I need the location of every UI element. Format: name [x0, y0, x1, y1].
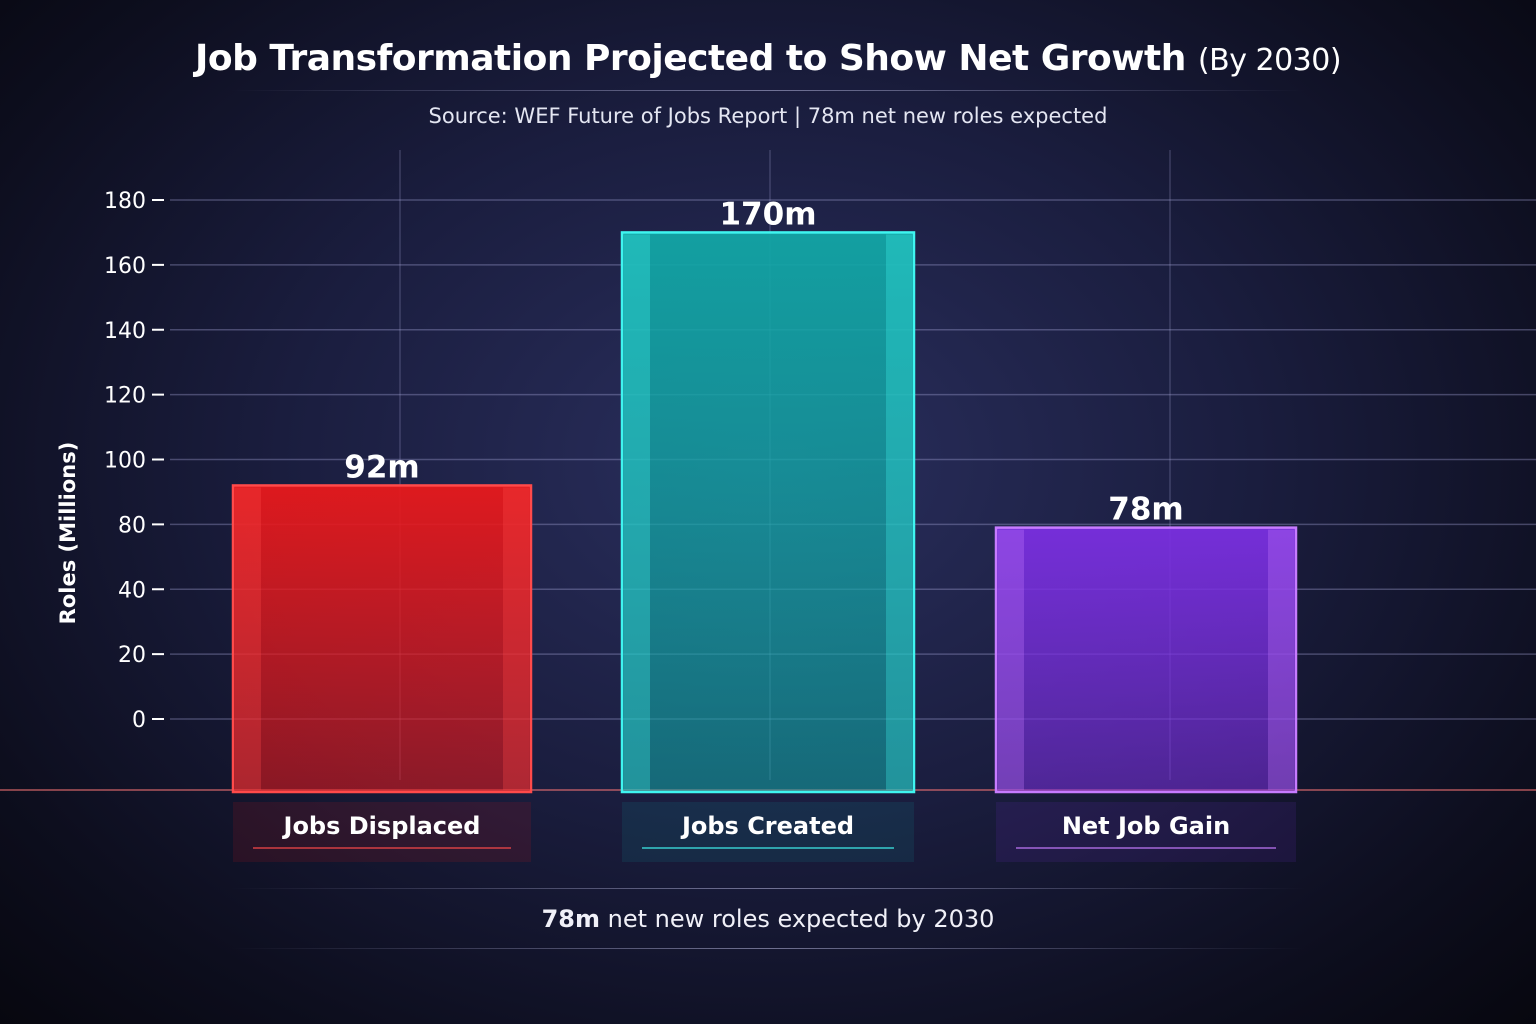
footer-note: 78m net new roles expected by 2030	[0, 905, 1536, 933]
bar-highlight	[1268, 529, 1294, 790]
y-tick-label: 180	[104, 189, 146, 214]
footer-bold: 78m	[541, 905, 600, 933]
divider	[230, 90, 1306, 91]
y-tick-label: 140	[104, 319, 146, 344]
y-tick-label: 0	[132, 708, 146, 733]
bar-reflection	[996, 802, 1296, 862]
bar-highlight	[503, 487, 529, 790]
chart-title-suffix: (By 2030)	[1197, 43, 1342, 78]
x-category-label: Jobs Created	[680, 812, 854, 840]
data-label: 78m	[1108, 492, 1183, 528]
chart-title: Job Transformation Projected to Show Net…	[0, 38, 1536, 79]
bar-highlight	[235, 487, 261, 790]
y-tick-label: 20	[118, 643, 146, 668]
data-label: 92m	[344, 449, 419, 485]
bar-jobs-displaced	[231, 484, 533, 794]
bar-highlight	[624, 234, 650, 790]
bar-net-job-gain	[994, 526, 1298, 794]
data-label: 170m	[719, 196, 816, 232]
footer-text: net new roles expected by 2030	[600, 905, 995, 933]
chart-subtitle: Source: WEF Future of Jobs Report | 78m …	[428, 104, 1108, 128]
y-tick-label: 40	[118, 578, 146, 603]
y-tick-label: 160	[104, 254, 146, 279]
x-category-label: Net Job Gain	[1062, 812, 1230, 840]
bar-highlight	[998, 529, 1024, 790]
divider	[230, 888, 1306, 889]
y-tick-label: 120	[104, 384, 146, 409]
bar-jobs-created	[620, 231, 916, 794]
divider	[230, 948, 1306, 949]
y-tick-label: 80	[118, 513, 146, 538]
x-category-label: Jobs Displaced	[282, 812, 481, 840]
bar-reflection	[622, 802, 914, 862]
y-tick-label: 100	[104, 449, 146, 474]
y-axis-label: Roles (Millions)	[56, 442, 80, 625]
bar-highlight	[886, 234, 912, 790]
chart-title-text: Job Transformation Projected to Show Net…	[194, 38, 1186, 79]
bar-reflection	[233, 802, 531, 862]
